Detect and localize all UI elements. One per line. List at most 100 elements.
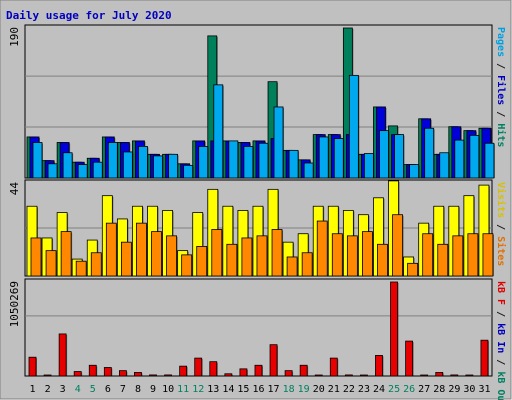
x-tick-label: 18 <box>283 384 295 395</box>
bar <box>454 139 465 179</box>
legend-entry: / <box>495 353 506 371</box>
x-axis: 1 2 3 4 5 6 7 8 9 10 11 12 13 14 15 16 17 18 19 20 21 22 23 24 2… <box>30 384 491 395</box>
bar <box>392 214 403 277</box>
bar <box>407 262 419 277</box>
legend-entry: / <box>495 218 506 236</box>
bar <box>333 138 344 179</box>
bar <box>271 229 283 277</box>
bar <box>284 370 293 377</box>
bar <box>166 235 177 277</box>
legend-hits: Pages / Files / Hits <box>495 27 507 147</box>
bar <box>346 235 358 277</box>
bar <box>45 250 57 277</box>
bar <box>467 233 479 277</box>
legend-entry: Files <box>495 75 507 105</box>
bar <box>254 364 263 377</box>
bar <box>484 142 495 179</box>
bar <box>168 153 178 179</box>
bar <box>314 374 323 377</box>
bar <box>303 162 314 179</box>
x-tick-label: 26 <box>403 384 415 395</box>
bar <box>329 357 338 377</box>
chart-panels: 190 Pages / Files / Hits 44 Visits / Sites 1… <box>8 24 507 400</box>
y-max-label: 190 <box>8 27 21 47</box>
legend-kbytes: kB F / kB In / kB Out <box>495 281 506 400</box>
bar <box>420 374 429 377</box>
x-tick-label: 9 <box>150 384 156 395</box>
legend-entry: Pages <box>495 27 506 57</box>
bar <box>228 140 239 179</box>
bar <box>435 372 444 377</box>
bar <box>318 136 329 179</box>
bar <box>360 374 368 377</box>
bar <box>136 222 147 277</box>
bar <box>226 243 238 277</box>
panel-frame <box>24 278 493 377</box>
x-tick-label: 21 <box>328 384 340 395</box>
x-tick-label: 28 <box>433 384 445 395</box>
x-tick-label: 19 <box>298 384 310 395</box>
bar <box>348 74 359 179</box>
series-kb-f <box>28 281 489 377</box>
bar <box>258 142 269 179</box>
x-tick-label: 11 <box>177 384 189 395</box>
legend-entry: / <box>495 305 506 323</box>
bar <box>437 243 449 277</box>
bar <box>286 256 298 277</box>
bar <box>362 231 373 277</box>
bar <box>224 373 233 377</box>
legend-entry: Sites <box>495 236 507 266</box>
x-tick-label: 1 <box>30 384 36 395</box>
bar <box>196 246 208 277</box>
legend-entry: kB Out <box>495 371 506 400</box>
bar <box>164 374 172 377</box>
bar <box>394 134 404 179</box>
bar <box>151 231 162 277</box>
series-sites <box>30 214 494 277</box>
x-tick-label: 29 <box>448 384 460 395</box>
bar <box>194 357 203 377</box>
bar <box>198 146 209 179</box>
bar <box>118 370 127 377</box>
legend-entry: / <box>495 105 506 123</box>
series-pages <box>32 74 495 179</box>
bar <box>32 142 43 179</box>
bar <box>153 155 163 179</box>
bar <box>301 252 313 277</box>
bar <box>211 229 223 277</box>
x-tick-label: 6 <box>105 384 111 395</box>
bar <box>92 161 103 179</box>
bar <box>288 149 299 179</box>
bar <box>134 372 142 377</box>
bar <box>465 374 474 377</box>
bar <box>269 344 278 377</box>
bar <box>331 233 343 277</box>
bar <box>47 163 58 179</box>
x-tick-label: 27 <box>418 384 430 395</box>
legend-entry: kB In <box>495 323 506 353</box>
x-tick-label: 2 <box>45 384 51 395</box>
x-tick-label: 20 <box>313 384 325 395</box>
bar <box>75 260 87 277</box>
bar <box>344 374 353 377</box>
bar <box>122 151 133 179</box>
legend-entry: kB F <box>495 281 506 305</box>
bar <box>243 146 254 179</box>
bar <box>439 152 450 179</box>
x-tick-label: 14 <box>222 384 234 395</box>
bar <box>73 371 82 377</box>
panel-visits: 44 Visits / Sites <box>8 179 507 277</box>
x-tick-label: 10 <box>162 384 174 395</box>
bar <box>469 134 480 179</box>
x-tick-label: 31 <box>478 384 490 395</box>
bar <box>179 365 188 377</box>
chart-title: Daily usage for July 2020 <box>6 9 172 22</box>
legend-entry: Visits <box>495 182 507 218</box>
x-tick-label: 4 <box>75 384 81 395</box>
bar <box>60 231 72 277</box>
bar <box>390 281 398 377</box>
x-tick-label: 24 <box>373 384 385 395</box>
legend-entry: / <box>495 57 506 75</box>
bar <box>241 237 253 277</box>
